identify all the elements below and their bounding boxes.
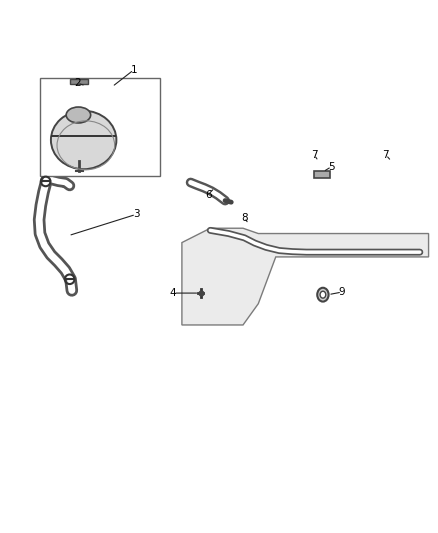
Text: 4: 4 (170, 288, 177, 298)
Bar (40, 78, 160, 176)
Text: 3: 3 (133, 209, 139, 220)
Ellipse shape (66, 107, 91, 123)
Text: 6: 6 (205, 190, 212, 200)
Ellipse shape (317, 288, 328, 302)
Polygon shape (182, 228, 428, 325)
Ellipse shape (51, 111, 117, 169)
Bar (314, 171, 330, 178)
Text: 5: 5 (328, 161, 335, 172)
Text: 1: 1 (131, 65, 137, 75)
Text: 7: 7 (311, 150, 318, 160)
Text: 8: 8 (241, 213, 247, 223)
Ellipse shape (320, 291, 326, 298)
Text: 7: 7 (382, 150, 389, 160)
Text: 2: 2 (74, 78, 81, 88)
Text: 9: 9 (339, 287, 346, 297)
Bar (70, 79, 88, 84)
